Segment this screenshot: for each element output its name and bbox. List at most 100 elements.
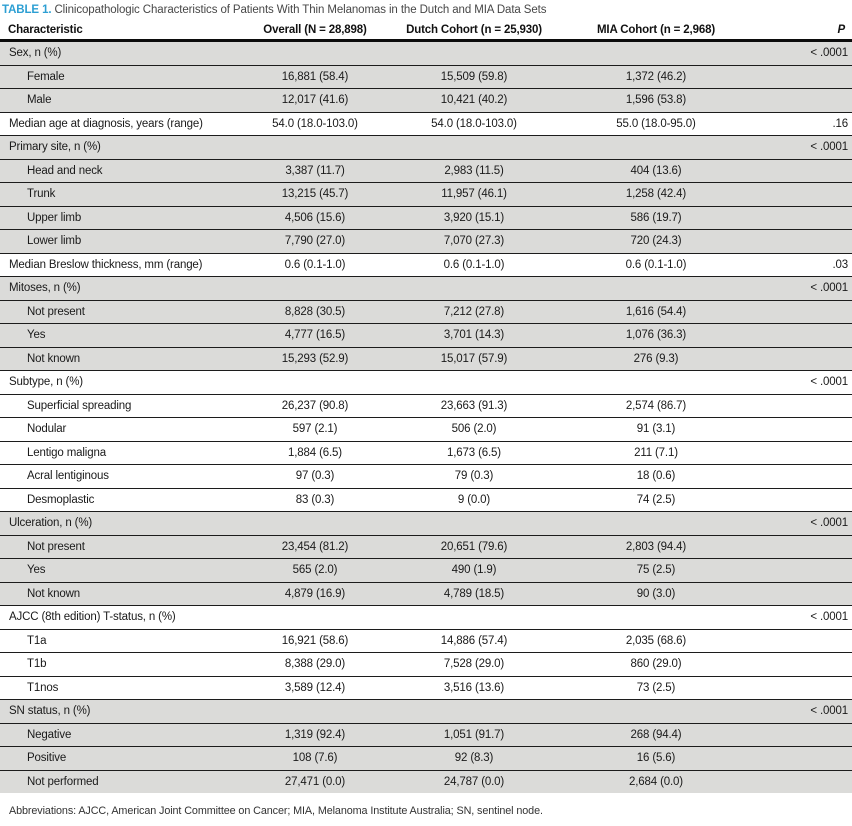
overall-value-cell: 1,319 (92.4) (284, 728, 346, 741)
table-row: Not present 23,454 (81.2) 20,651 (79.6) 2,8… (0, 535, 852, 559)
dutch-value-cell: 20,651 (79.6) (440, 540, 508, 553)
dutch-value-cell: 506 (2.0) (451, 423, 497, 436)
table-row: Positive 108 (7.6) 92 (8.3) 16 (5.6) (0, 747, 852, 771)
table-row: Upper limb 4,506 (15.6) 3,920 (15.1) 586 (1… (0, 206, 852, 230)
row-label-cell: Male (27, 94, 52, 107)
row-label-cell: AJCC (8th edition) T-status, n (%) (9, 611, 176, 624)
table-row: Not known 15,293 (52.9) 15,017 (57.9) 276 (… (0, 347, 852, 371)
table-header-row: Characteristic Overall (N = 28,898) Dutc… (0, 16, 852, 42)
p-value-cell: .03 (832, 258, 848, 271)
table-section-row: AJCC (8th edition) T-status, n (%) < .000… (0, 606, 852, 630)
table-row: Nodular 597 (2.1) 506 (2.0) 91 (3.1) (0, 418, 852, 442)
row-label-cell: T1a (27, 634, 47, 647)
mia-value-cell: 18 (0.6) (636, 470, 676, 483)
mia-value-cell: 74 (2.5) (636, 493, 676, 506)
table-row: T1nos 3,589 (12.4) 3,516 (13.6) 73 (2.5) (0, 676, 852, 700)
mia-value-cell: 1,616 (54.4) (625, 305, 687, 318)
table-number-label: TABLE 1. (2, 4, 52, 16)
mia-value-cell: 276 (9.3) (633, 352, 679, 365)
dutch-value-cell: 7,528 (29.0) (443, 658, 505, 671)
table-row: Male 12,017 (41.6) 10,421 (40.2) 1,596 (53.… (0, 89, 852, 113)
dutch-value-cell: 3,701 (14.3) (443, 329, 505, 342)
row-label-cell: Not known (27, 587, 80, 600)
row-label-cell: Mitoses, n (%) (9, 282, 81, 295)
dutch-value-cell: 3,516 (13.6) (443, 681, 505, 694)
p-value-cell: < .0001 (810, 376, 848, 389)
mia-value-cell: 90 (3.0) (636, 587, 676, 600)
overall-value-cell: 26,237 (90.8) (281, 399, 349, 412)
p-value-cell: < .0001 (810, 705, 848, 718)
overall-value-cell: 8,828 (30.5) (284, 305, 346, 318)
table-row: Female 16,881 (58.4) 15,509 (59.8) 1,372 (4… (0, 65, 852, 89)
mia-value-cell: 211 (7.1) (634, 446, 678, 459)
table-row: Acral lentiginous 97 (0.3) 79 (0.3) 18 (0.6… (0, 465, 852, 489)
dutch-value-cell: 9 (0.0) (457, 493, 491, 506)
mia-value-cell: 55.0 (18.0-95.0) (616, 117, 696, 130)
table-row: Head and neck 3,387 (11.7) 2,983 (11.5) 404… (0, 159, 852, 183)
table-row: Not present 8,828 (30.5) 7,212 (27.8) 1,616… (0, 300, 852, 324)
overall-value-cell: 13,215 (45.7) (281, 188, 349, 201)
dutch-value-cell: 4,789 (18.5) (443, 587, 505, 600)
dutch-value-cell: 490 (1.9) (451, 564, 497, 577)
overall-value-cell: 16,881 (58.4) (281, 70, 349, 83)
overall-value-cell: 3,387 (11.7) (285, 164, 345, 177)
table-caption: TABLE 1. Clinicopathologic Characteristic… (0, 0, 852, 16)
dutch-value-cell: 3,920 (15.1) (443, 211, 505, 224)
row-label-cell: Superficial spreading (27, 399, 132, 412)
row-label-cell: Lower limb (27, 235, 82, 248)
row-label-cell: Not present (27, 305, 85, 318)
table-row: T1a 16,921 (58.6) 14,886 (57.4) 2,035 (68.6… (0, 629, 852, 653)
overall-value-cell: 12,017 (41.6) (281, 94, 349, 107)
mia-value-cell: 2,035 (68.6) (625, 634, 687, 647)
overall-value-cell: 108 (7.6) (292, 752, 338, 765)
table-row: T1b 8,388 (29.0) 7,528 (29.0) 860 (29.0) (0, 653, 852, 677)
table-row: Yes 565 (2.0) 490 (1.9) 75 (2.5) (0, 559, 852, 583)
table-row: Superficial spreading 26,237 (90.8) 23,663… (0, 394, 852, 418)
mia-value-cell: 1,258 (42.4) (625, 188, 687, 201)
overall-value-cell: 1,884 (6.5) (288, 446, 342, 459)
table-row: Desmoplastic 83 (0.3) 9 (0.0) 74 (2.5) (0, 488, 852, 512)
row-label-cell: Lentigo maligna (27, 446, 106, 459)
dutch-value-cell: 15,017 (57.9) (440, 352, 508, 365)
row-label-cell: Median age at diagnosis, years (range) (9, 117, 203, 130)
mia-value-cell: 16 (5.6) (636, 752, 676, 765)
overall-value-cell: 0.6 (0.1-1.0) (284, 258, 346, 271)
abbreviations-footnote: Abbreviations: AJCC, American Joint Comm… (9, 805, 543, 817)
row-label-cell: Upper limb (27, 211, 82, 224)
row-label-cell: SN status, n (%) (9, 705, 91, 718)
overall-value-cell: 7,790 (27.0) (284, 235, 346, 248)
row-label-cell: Median Breslow thickness, mm (range) (9, 258, 203, 271)
row-label-cell: Subtype, n (%) (9, 376, 83, 389)
table-row: Not performed 27,471 (0.0) 24,787 (0.0) 2,6… (0, 770, 852, 793)
row-label-cell: Yes (27, 564, 46, 577)
dutch-value-cell: 1,673 (6.5) (447, 446, 501, 459)
overall-value-cell: 16,921 (58.6) (281, 634, 349, 647)
mia-value-cell: 73 (2.5) (636, 681, 676, 694)
row-label-cell: Female (27, 70, 65, 83)
table-row: Median Breslow thickness, mm (range) 0.6 … (0, 253, 852, 277)
mia-value-cell: 1,076 (36.3) (625, 329, 687, 342)
table-section-row: SN status, n (%) < .0001 (0, 700, 852, 724)
mia-value-cell: 720 (24.3) (630, 235, 682, 248)
table-section-row: Mitoses, n (%) < .0001 (0, 277, 852, 301)
p-value-cell: < .0001 (810, 47, 848, 60)
row-label-cell: Acral lentiginous (27, 470, 109, 483)
mia-value-cell: 586 (19.7) (630, 211, 682, 224)
mia-value-cell: 1,372 (46.2) (625, 70, 687, 83)
row-label-cell: Trunk (27, 188, 56, 201)
dutch-value-cell: 0.6 (0.1-1.0) (443, 258, 505, 271)
table-section-row: Subtype, n (%) < .0001 (0, 371, 852, 395)
mia-value-cell: 75 (2.5) (636, 564, 676, 577)
dutch-value-cell: 54.0 (18.0-103.0) (431, 117, 517, 130)
mia-value-cell: 2,803 (94.4) (625, 540, 687, 553)
column-header-dutch-cohort: Dutch Cohort (n = 25,930) (406, 24, 542, 36)
column-header-mia-cohort: MIA Cohort (n = 2,968) (597, 24, 715, 36)
table-caption-text: Clinicopathologic Characteristics of Pat… (54, 4, 547, 16)
overall-value-cell: 4,879 (16.9) (284, 587, 346, 600)
overall-value-cell: 565 (2.0) (292, 564, 338, 577)
p-value-cell: .16 (832, 117, 848, 130)
mia-value-cell: 1,596 (53.8) (625, 94, 687, 107)
table-section-row: Sex, n (%) < .0001 (0, 42, 852, 66)
row-label-cell: Primary site, n (%) (9, 141, 101, 154)
